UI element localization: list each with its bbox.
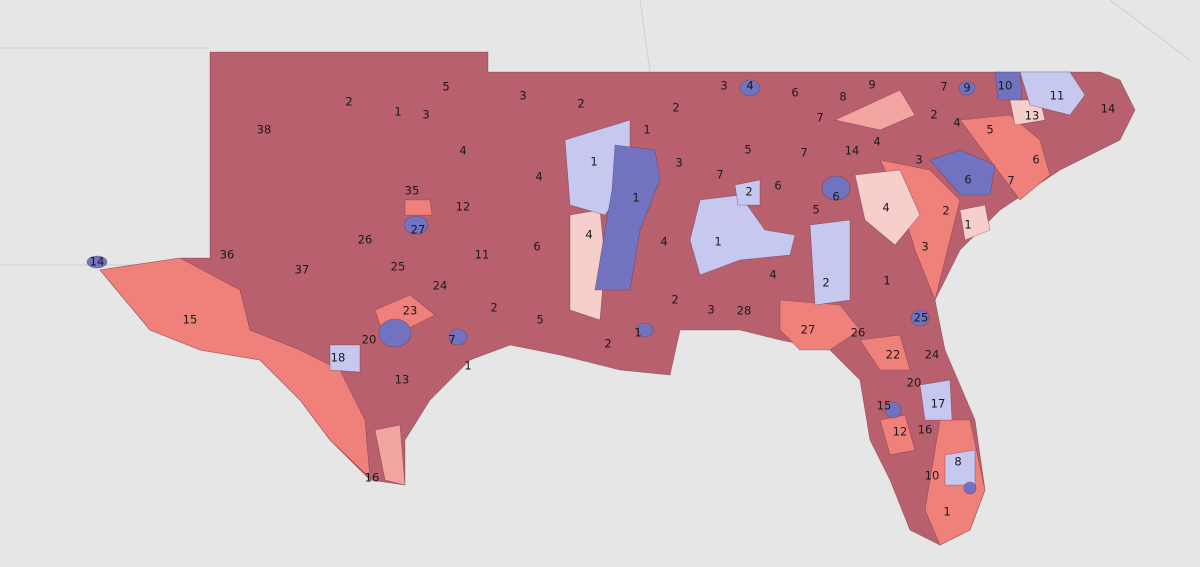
district-label: 6: [791, 86, 798, 100]
district-label: 11: [1050, 89, 1065, 103]
district-label: 13: [395, 373, 410, 387]
district-label: 9: [963, 81, 970, 95]
district-label: 28: [737, 304, 752, 318]
district-label: 8: [954, 455, 961, 469]
district-label: 6: [964, 173, 971, 187]
district-label: 37: [295, 263, 310, 277]
district-label: 10: [998, 79, 1013, 93]
district-label: 2: [672, 101, 679, 115]
district-label: 15: [183, 313, 198, 327]
district-label: 7: [716, 168, 723, 182]
district-label: 38: [257, 123, 272, 137]
district-label: 7: [800, 146, 807, 160]
district-label: 2: [942, 204, 949, 218]
district-label: 1: [632, 191, 639, 205]
district-label: 27: [801, 323, 816, 337]
district-label: 20: [362, 333, 377, 347]
district-label: 4: [585, 228, 592, 242]
district-label: 10: [925, 469, 940, 483]
district-label: 8: [839, 90, 846, 104]
district-label: 4: [459, 144, 466, 158]
district-label: 16: [918, 423, 933, 437]
district-label: 2: [345, 95, 352, 109]
district-label: 7: [816, 111, 823, 125]
district-label: 1: [464, 359, 471, 373]
district-label: 1: [394, 105, 401, 119]
district-label: 24: [925, 348, 940, 362]
district-label: 26: [358, 233, 373, 247]
district-label: 7: [940, 80, 947, 94]
district-label: 6: [774, 179, 781, 193]
district-label: 5: [536, 313, 543, 327]
district-label: 12: [893, 425, 908, 439]
district-label: 4: [873, 135, 880, 149]
district-label: 4: [535, 170, 542, 184]
district-label: 1: [964, 218, 971, 232]
district-label: 4: [769, 268, 776, 282]
district-label: 4: [882, 201, 889, 215]
district-label: 13: [1025, 109, 1040, 123]
district-label: 5: [986, 123, 993, 137]
district-label: 1: [634, 326, 641, 340]
district-label: 2: [822, 276, 829, 290]
district-label: 15: [877, 399, 892, 413]
district-label: 23: [403, 304, 418, 318]
district-label: 3: [915, 153, 922, 167]
district-label: 25: [391, 260, 406, 274]
district-label: 1: [590, 155, 597, 169]
district-label: 7: [1007, 174, 1014, 188]
district-label: 4: [660, 235, 667, 249]
district-label: 2: [930, 108, 937, 122]
district-label: 25: [914, 311, 929, 325]
blue-districts: [86, 71, 1023, 495]
district-label: 11: [475, 248, 490, 262]
district-label: 5: [442, 80, 449, 94]
district-label: 14: [1101, 102, 1116, 116]
district-label: 5: [812, 203, 819, 217]
district-label: 6: [533, 240, 540, 254]
district-label: 3: [422, 108, 429, 122]
district-label: 27: [411, 223, 426, 237]
district-label: 5: [744, 143, 751, 157]
district-label: 2: [604, 337, 611, 351]
district-label: 36: [220, 248, 235, 262]
district-label: 16: [365, 471, 380, 485]
district-label: 24: [433, 279, 448, 293]
district-label: 35: [405, 184, 420, 198]
district-label: 3: [921, 240, 928, 254]
district-label: 3: [707, 303, 714, 317]
district-label: 3: [519, 89, 526, 103]
district-label: 2: [745, 185, 752, 199]
district-label: 3: [675, 156, 682, 170]
district-label: 18: [331, 351, 346, 365]
district-label: 1: [943, 505, 950, 519]
district-label: 1: [714, 235, 721, 249]
district-label: 6: [832, 190, 839, 204]
district-label: 20: [907, 376, 922, 390]
district-label: 26: [851, 326, 866, 340]
district-label: 14: [90, 255, 105, 269]
district-label: 4: [953, 116, 960, 130]
district-label: 1: [643, 123, 650, 137]
district-label: 4: [746, 79, 753, 93]
district-label: 2: [490, 301, 497, 315]
district-label: 2: [577, 97, 584, 111]
district-label: 7: [448, 333, 455, 347]
district-label: 17: [931, 397, 946, 411]
district-label: 14: [845, 144, 860, 158]
district-label: 3: [720, 79, 727, 93]
district-label: 12: [456, 200, 471, 214]
district-label: 9: [868, 78, 875, 92]
district-label: 22: [886, 348, 901, 362]
pink-districts: [569, 99, 1046, 321]
district-label: 6: [1032, 153, 1039, 167]
district-label: 2: [671, 293, 678, 307]
district-label: 1: [883, 274, 890, 288]
